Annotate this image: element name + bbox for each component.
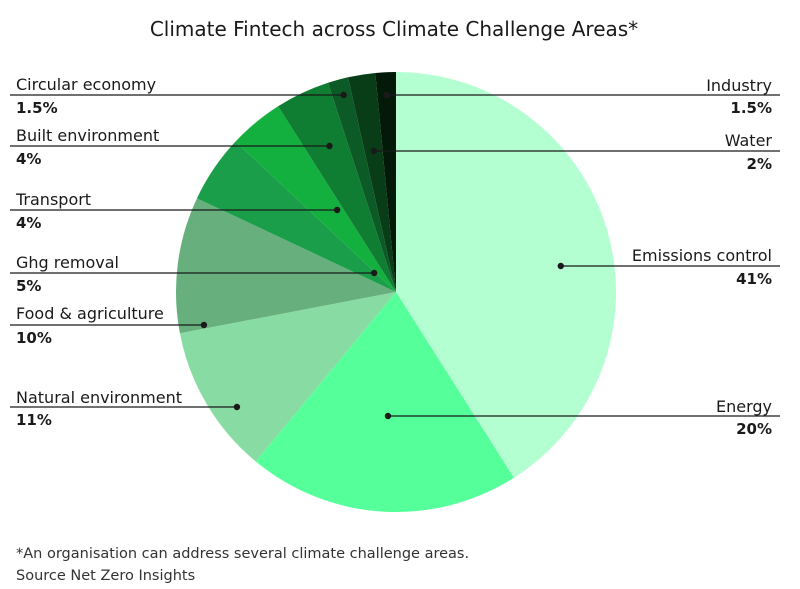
slice-value-energy: 20% xyxy=(736,420,772,438)
slice-label-industry: Industry xyxy=(706,76,772,95)
slice-value-built-environment: 4% xyxy=(16,150,41,168)
leader-dot-industry xyxy=(383,91,390,99)
slice-label-ghg-removal: Ghg removal xyxy=(16,253,119,272)
leader-dot-built-environment xyxy=(326,142,333,150)
slice-value-emissions-control: 41% xyxy=(736,270,772,288)
chart-title: Climate Fintech across Climate Challenge… xyxy=(150,17,638,41)
leader-dot-natural-environment xyxy=(233,403,241,411)
pie-slice-industry xyxy=(375,72,396,292)
pie-labels: Emissions control 41% Energy 20% Natural env… xyxy=(10,75,780,438)
slice-value-ghg-removal: 5% xyxy=(16,277,41,295)
source-text: Source Net Zero Insights xyxy=(16,568,195,584)
slice-label-transport: Transport xyxy=(15,190,91,209)
leader-dot-ghg-removal xyxy=(370,269,378,277)
leader-dot-transport xyxy=(333,206,341,214)
pie-slice-built-environment xyxy=(278,82,396,292)
slice-label-water: Water xyxy=(725,131,773,150)
slice-value-circular-economy: 1.5% xyxy=(16,99,58,117)
pie-slice-food-and-agriculture xyxy=(175,198,396,334)
slice-label-energy: Energy xyxy=(716,397,772,416)
leader-dot-emissions-control xyxy=(557,262,564,270)
pie-slice-water xyxy=(348,72,396,292)
pie-slices xyxy=(175,72,616,512)
pie-slice-ghg-removal xyxy=(196,141,396,292)
pie-slice-energy xyxy=(255,292,514,512)
leader-dot-circular-economy xyxy=(340,91,347,99)
slice-value-water: 2% xyxy=(747,155,772,173)
slice-value-transport: 4% xyxy=(16,214,41,232)
leader-dot-water xyxy=(370,147,378,155)
slice-label-natural-environment: Natural environment xyxy=(16,388,182,407)
slice-label-food-and-agriculture: Food & agriculture xyxy=(16,304,164,323)
slice-label-emissions-control: Emissions control xyxy=(632,246,772,265)
pie-slice-emissions-control xyxy=(396,72,616,478)
slice-value-natural-environment: 11% xyxy=(16,411,52,429)
pie-slice-natural-environment xyxy=(179,292,396,462)
leader-dot-food-and-agriculture xyxy=(200,321,208,329)
pie-slice-transport xyxy=(235,106,396,292)
footnote-text: *An organisation can address several cli… xyxy=(16,546,469,562)
leader-dot-energy xyxy=(384,412,392,420)
slice-label-circular-economy: Circular economy xyxy=(16,75,156,94)
slice-label-built-environment: Built environment xyxy=(16,126,159,145)
slice-value-industry: 1.5% xyxy=(730,99,772,117)
slice-value-food-and-agriculture: 10% xyxy=(16,329,52,347)
pie-slice-circular-economy xyxy=(328,77,396,292)
